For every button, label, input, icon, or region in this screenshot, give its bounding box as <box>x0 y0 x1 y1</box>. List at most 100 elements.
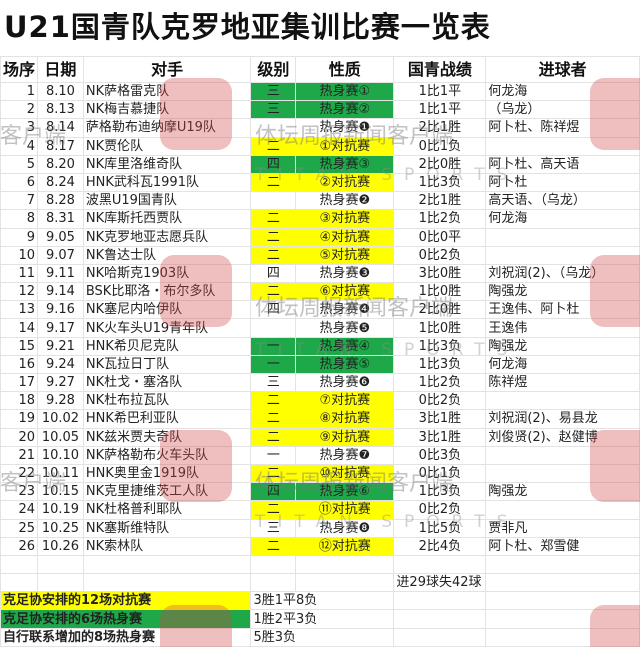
result-cell[interactable]: 3比1胜 <box>393 409 487 429</box>
empty-cell[interactable] <box>485 627 640 647</box>
level-cell[interactable]: 四 <box>250 154 297 174</box>
scorers-cell[interactable]: 何龙海 <box>485 209 640 229</box>
match-date-cell[interactable]: 9.07 <box>37 245 84 265</box>
opponent-cell[interactable]: HNK武科瓦1991队 <box>82 172 252 193</box>
result-cell[interactable]: 3比1胜 <box>393 427 487 447</box>
match-date-cell[interactable]: 10.15 <box>37 482 84 502</box>
match-date-cell[interactable]: 8.14 <box>37 118 84 138</box>
match-type-cell[interactable]: 热身赛④ <box>295 336 395 356</box>
opponent-cell[interactable]: HNK希巴利亚队 <box>82 409 252 429</box>
match-type-cell[interactable]: 热身赛❸ <box>295 263 395 284</box>
scorers-cell[interactable]: 何龙海 <box>485 354 640 375</box>
level-cell[interactable]: 二 <box>250 463 297 484</box>
empty-cell[interactable] <box>393 554 487 575</box>
scorers-cell[interactable]: 陶强龙 <box>485 482 640 502</box>
empty-cell[interactable] <box>295 573 395 593</box>
scorers-cell[interactable]: 陶强龙 <box>485 282 640 302</box>
match-date-cell[interactable]: 9.05 <box>37 227 84 247</box>
result-cell[interactable]: 0比2负 <box>393 391 487 411</box>
result-cell[interactable]: 1比1平 <box>393 100 487 120</box>
column-header[interactable]: 场序 <box>0 56 39 83</box>
match-number-cell[interactable]: 16 <box>0 354 39 375</box>
match-type-cell[interactable]: ⑩对抗赛 <box>295 463 395 484</box>
match-number-cell[interactable]: 12 <box>0 282 39 302</box>
result-cell[interactable]: 2比0胜 <box>393 154 487 174</box>
match-date-cell[interactable]: 8.10 <box>37 81 84 102</box>
match-date-cell[interactable]: 8.13 <box>37 100 84 120</box>
result-cell[interactable]: 2比1胜 <box>393 191 487 211</box>
summary-value[interactable]: 5胜3负 <box>250 627 395 647</box>
match-type-cell[interactable]: ⑪对抗赛 <box>295 500 395 520</box>
result-cell[interactable]: 0比1负 <box>393 463 487 484</box>
match-type-cell[interactable]: 热身赛❻ <box>295 372 395 393</box>
result-cell[interactable]: 1比0胜 <box>393 282 487 302</box>
result-cell[interactable]: 1比1平 <box>393 81 487 102</box>
match-type-cell[interactable]: 热身赛⑥ <box>295 482 395 502</box>
opponent-cell[interactable]: NK火车头U19青年队 <box>82 318 252 338</box>
match-number-cell[interactable]: 10 <box>0 245 39 265</box>
match-number-cell[interactable]: 2 <box>0 100 39 120</box>
match-number-cell[interactable]: 18 <box>0 391 39 411</box>
scorers-cell[interactable]: （乌龙） <box>485 100 640 120</box>
match-date-cell[interactable]: 9.28 <box>37 391 84 411</box>
match-date-cell[interactable]: 10.05 <box>37 427 84 447</box>
match-type-cell[interactable]: ⑫对抗赛 <box>295 536 395 556</box>
level-cell[interactable] <box>250 191 297 211</box>
level-cell[interactable]: 二 <box>250 227 297 247</box>
summary-value[interactable]: 1胜2平3负 <box>250 609 395 629</box>
empty-cell[interactable] <box>0 554 39 575</box>
level-cell[interactable] <box>250 118 297 138</box>
match-number-cell[interactable]: 4 <box>0 136 39 156</box>
match-date-cell[interactable]: 9.27 <box>37 372 84 393</box>
scorers-cell[interactable]: 王逸伟、阿卜杜 <box>485 300 640 320</box>
result-cell[interactable]: 2比1胜 <box>393 118 487 138</box>
match-date-cell[interactable]: 9.17 <box>37 318 84 338</box>
scorers-cell[interactable]: 刘祝润(2)、易县龙 <box>485 409 640 429</box>
empty-cell[interactable] <box>485 573 640 593</box>
level-cell[interactable]: 二 <box>250 282 297 302</box>
match-number-cell[interactable]: 13 <box>0 300 39 320</box>
summary-label[interactable]: 克足协安排的12场对抗赛 <box>0 591 252 611</box>
opponent-cell[interactable]: NK贾伦队 <box>82 136 252 156</box>
scorers-cell[interactable] <box>485 463 640 484</box>
scorers-cell[interactable]: 刘祝润(2)、（乌龙） <box>485 263 640 284</box>
opponent-cell[interactable]: 波黑U19国青队 <box>82 191 252 211</box>
level-cell[interactable]: 二 <box>250 209 297 229</box>
scorers-cell[interactable] <box>485 227 640 247</box>
match-number-cell[interactable]: 20 <box>0 427 39 447</box>
match-date-cell[interactable]: 8.17 <box>37 136 84 156</box>
result-cell[interactable]: 3比0胜 <box>393 263 487 284</box>
result-cell[interactable]: 0比3负 <box>393 445 487 465</box>
result-cell[interactable]: 1比0胜 <box>393 318 487 338</box>
scorers-cell[interactable]: 高天语、（乌龙） <box>485 191 640 211</box>
match-date-cell[interactable]: 10.19 <box>37 500 84 520</box>
level-cell[interactable]: 一 <box>250 445 297 465</box>
opponent-cell[interactable]: NK哈斯克1903队 <box>82 263 252 284</box>
result-cell[interactable]: 0比2负 <box>393 245 487 265</box>
empty-cell[interactable] <box>37 573 84 593</box>
match-type-cell[interactable]: 热身赛② <box>295 100 395 120</box>
empty-cell[interactable] <box>485 554 640 575</box>
column-header[interactable]: 级别 <box>250 56 297 83</box>
level-cell[interactable]: 一 <box>250 336 297 356</box>
match-number-cell[interactable]: 5 <box>0 154 39 174</box>
match-type-cell[interactable]: ③对抗赛 <box>295 209 395 229</box>
column-header[interactable]: 对手 <box>82 56 252 83</box>
scorers-cell[interactable]: 阿卜杜 <box>485 172 640 193</box>
opponent-cell[interactable]: NK萨格勒布火车头队 <box>82 445 252 465</box>
result-cell[interactable]: 1比3负 <box>393 172 487 193</box>
opponent-cell[interactable]: NK克里捷维茨工人队 <box>82 482 252 502</box>
match-type-cell[interactable]: ⑨对抗赛 <box>295 427 395 447</box>
opponent-cell[interactable]: 萨格勒布迪纳摩U19队 <box>82 118 252 138</box>
match-date-cell[interactable]: 10.25 <box>37 518 84 538</box>
opponent-cell[interactable]: NK鲁达士队 <box>82 245 252 265</box>
match-type-cell[interactable]: ②对抗赛 <box>295 172 395 193</box>
match-number-cell[interactable]: 25 <box>0 518 39 538</box>
match-date-cell[interactable]: 10.02 <box>37 409 84 429</box>
level-cell[interactable]: 二 <box>250 245 297 265</box>
match-type-cell[interactable]: ①对抗赛 <box>295 136 395 156</box>
scorers-cell[interactable]: 陈祥煜 <box>485 372 640 393</box>
opponent-cell[interactable]: NK杜布拉瓦队 <box>82 391 252 411</box>
empty-cell[interactable] <box>0 573 39 593</box>
match-date-cell[interactable]: 9.16 <box>37 300 84 320</box>
